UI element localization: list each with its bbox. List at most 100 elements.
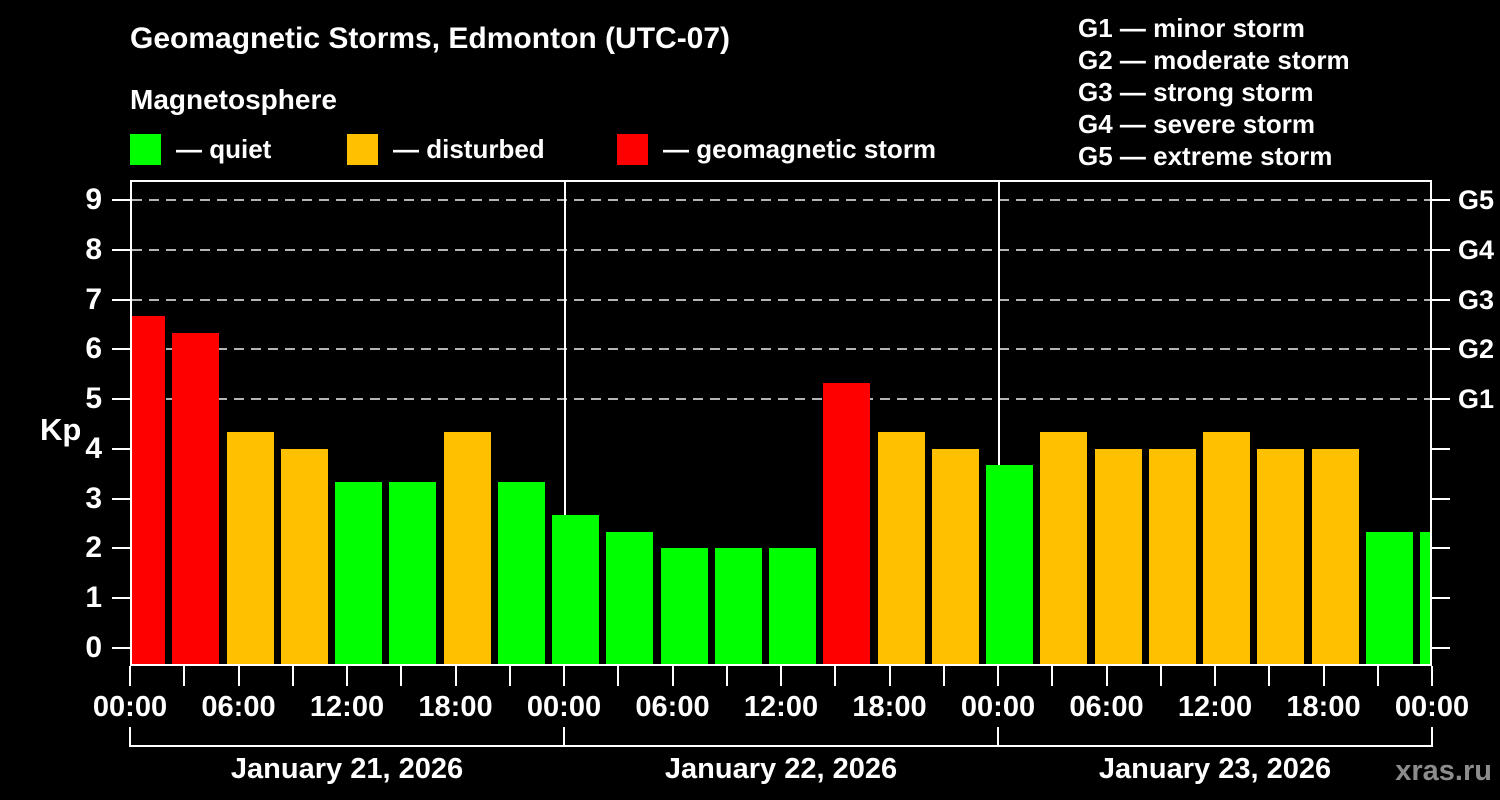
g-scale-label: G3 bbox=[1458, 284, 1495, 315]
legend-swatch bbox=[130, 134, 161, 165]
legend-swatch bbox=[347, 134, 378, 165]
x-axis-label: 06:00 bbox=[635, 691, 710, 723]
y-axis-tick-right bbox=[1432, 497, 1450, 500]
kp-bar bbox=[1311, 448, 1359, 664]
y-axis-tick-right bbox=[1432, 248, 1450, 251]
x-axis-tick bbox=[1431, 666, 1433, 686]
kp-bar bbox=[877, 432, 925, 664]
x-axis-label: 00:00 bbox=[92, 691, 168, 723]
y-axis-tick-right bbox=[1432, 447, 1450, 450]
x-axis-label: 00:00 bbox=[960, 691, 1036, 723]
chart-subtitle: Magnetosphere bbox=[130, 84, 337, 115]
x-axis-tick bbox=[1214, 666, 1216, 686]
x-axis-label: 12:00 bbox=[743, 691, 819, 723]
x-axis-tick bbox=[1051, 666, 1054, 686]
y-axis-label: 4 bbox=[85, 431, 102, 465]
y-axis-tick bbox=[112, 298, 130, 301]
kp-bar bbox=[443, 432, 491, 664]
legend-item: — disturbed bbox=[347, 134, 545, 165]
x-axis-tick bbox=[834, 666, 837, 686]
x-axis-tick bbox=[237, 666, 240, 686]
kp-bar bbox=[986, 465, 1033, 664]
x-axis-tick bbox=[671, 666, 674, 686]
y-axis-tick bbox=[112, 447, 130, 450]
y-axis-tick-right bbox=[1432, 597, 1450, 600]
y-axis-tick-right bbox=[1432, 398, 1450, 401]
date-bracket-stub bbox=[997, 727, 999, 747]
gridline bbox=[132, 348, 1430, 351]
kp-bar bbox=[132, 315, 165, 664]
kp-bar bbox=[1148, 448, 1196, 664]
x-axis-tick bbox=[725, 666, 728, 686]
g-scale-label: G1 bbox=[1458, 384, 1495, 415]
y-axis-tick bbox=[112, 597, 130, 600]
y-axis-tick-right bbox=[1432, 348, 1450, 351]
x-axis-tick bbox=[454, 666, 457, 686]
y-axis-tick bbox=[112, 248, 130, 251]
x-axis-tick bbox=[129, 666, 131, 686]
kp-bar bbox=[1094, 448, 1142, 664]
kp-bar bbox=[1420, 532, 1430, 664]
x-axis-tick bbox=[563, 666, 565, 686]
x-axis-tick bbox=[997, 666, 999, 686]
y-axis-label: 8 bbox=[85, 232, 102, 266]
x-axis-tick bbox=[617, 666, 620, 686]
kp-bar bbox=[931, 448, 979, 664]
kp-bar bbox=[335, 482, 382, 664]
y-axis-tick-right bbox=[1432, 647, 1450, 649]
kp-bar bbox=[1040, 432, 1088, 664]
g-scale-label: G5 bbox=[1458, 184, 1495, 215]
x-axis-tick bbox=[400, 666, 403, 686]
gridline bbox=[132, 198, 1430, 201]
y-axis-tick-right bbox=[1432, 298, 1450, 301]
x-axis-label: 00:00 bbox=[1394, 691, 1470, 723]
legend-item-label: — geomagnetic storm bbox=[663, 134, 937, 164]
watermark: xras.ru bbox=[1395, 755, 1492, 787]
x-axis-tick bbox=[942, 666, 945, 686]
date-label: January 23, 2026 bbox=[1098, 753, 1332, 785]
chart-title: Geomagnetic Storms, Edmonton (UTC-07) bbox=[130, 22, 731, 55]
date-bracket-stub bbox=[563, 727, 565, 747]
y-axis-tick bbox=[112, 647, 130, 649]
y-axis-title: Kp bbox=[40, 412, 82, 447]
y-axis-tick bbox=[112, 398, 130, 401]
kp-bar bbox=[497, 482, 545, 664]
storm-scale-line: G1 — minor storm bbox=[1078, 13, 1305, 43]
date-bracket-stub bbox=[129, 727, 131, 747]
storm-scale-line: G3 — strong storm bbox=[1078, 77, 1314, 107]
gridline bbox=[132, 248, 1430, 251]
x-axis-label: 18:00 bbox=[418, 691, 493, 723]
kp-bar bbox=[172, 332, 220, 664]
y-axis-tick bbox=[112, 547, 130, 550]
kp-bar bbox=[660, 548, 708, 664]
kp-bar bbox=[823, 382, 871, 664]
x-axis-label: 00:00 bbox=[526, 691, 602, 723]
kp-bar bbox=[389, 482, 437, 664]
legend-item: — quiet bbox=[130, 134, 271, 165]
date-bracket-stub bbox=[1431, 727, 1433, 747]
kp-bar bbox=[226, 432, 274, 664]
x-axis-label: 12:00 bbox=[1177, 691, 1253, 723]
x-axis-tick bbox=[346, 666, 348, 686]
y-axis-label: 7 bbox=[85, 282, 102, 316]
y-axis-label: 9 bbox=[85, 182, 102, 216]
x-axis-label: 18:00 bbox=[852, 691, 927, 723]
storm-scale-line: G4 — severe storm bbox=[1078, 109, 1316, 139]
x-axis-label: 06:00 bbox=[201, 691, 276, 723]
x-axis-tick bbox=[508, 666, 511, 686]
y-axis-label: 6 bbox=[85, 332, 102, 366]
kp-bar bbox=[606, 532, 654, 664]
plot-area bbox=[130, 180, 1432, 666]
kp-bar bbox=[280, 448, 328, 664]
legend-swatch bbox=[617, 134, 648, 165]
x-axis-tick bbox=[780, 666, 782, 686]
date-bracket-line bbox=[130, 745, 1432, 747]
date-label: January 21, 2026 bbox=[230, 753, 464, 785]
x-axis-tick bbox=[888, 666, 891, 686]
y-axis-label: 2 bbox=[85, 531, 102, 565]
day-boundary-line bbox=[564, 182, 566, 664]
gridline bbox=[132, 298, 1430, 301]
storm-scale-line: G5 — extreme storm bbox=[1078, 141, 1333, 171]
y-axis-tick bbox=[112, 348, 130, 351]
x-axis-tick bbox=[291, 666, 294, 686]
